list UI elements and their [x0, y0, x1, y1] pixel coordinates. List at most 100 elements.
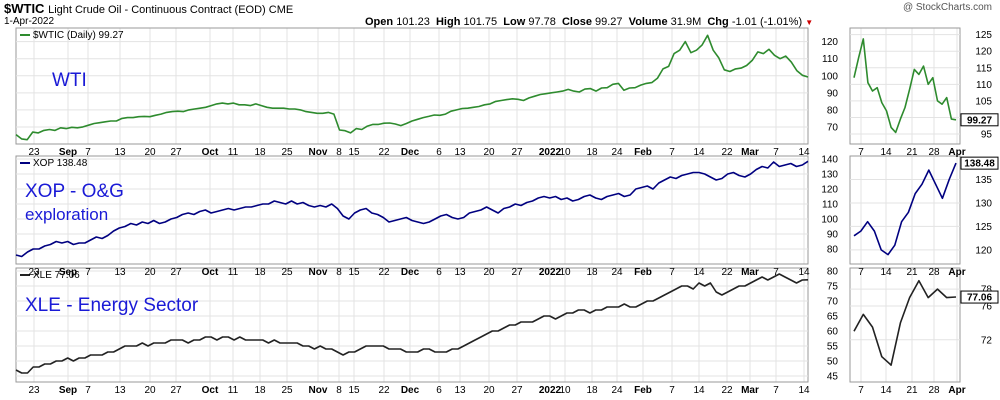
y-tick-label: 130: [821, 170, 838, 181]
x-tick-label: 10: [559, 147, 571, 158]
x-tick-label: 27: [170, 385, 182, 396]
y-tick-label: 100: [821, 215, 838, 226]
y-tick-label: 70: [827, 122, 839, 133]
y-tick-label: 55: [827, 342, 839, 353]
x-tick-label: 14: [798, 385, 810, 396]
x-tick-label: 22: [378, 147, 390, 158]
last-value-badge: [960, 113, 999, 127]
annotation-xop-line1: XOP - O&G: [25, 181, 124, 202]
x-tick-label: 24: [611, 267, 623, 278]
x-tick-label: Sep: [59, 267, 77, 278]
zoom-panel-frame: [849, 155, 961, 265]
x-tick-label: 23: [28, 147, 40, 158]
x-tick-label: Oct: [202, 267, 219, 278]
annotation-wti: WTI: [52, 70, 87, 91]
x-tick-label: 7: [773, 147, 779, 158]
x-tick-label: 24: [611, 385, 623, 396]
x-tick-label: 2022: [539, 267, 562, 278]
zoom-x-tick-label: 21: [906, 147, 918, 158]
zoom-y-tick-label: 76: [981, 302, 993, 313]
x-tick-label: 13: [454, 385, 466, 396]
x-tick-label: 14: [798, 147, 810, 158]
x-tick-label: 6: [436, 267, 442, 278]
x-tick-label: 14: [693, 385, 705, 396]
panel-frame: [15, 27, 809, 145]
x-tick-label: 27: [511, 147, 523, 158]
x-tick-label: 11: [228, 385, 239, 396]
y-tick-label: 90: [827, 88, 839, 99]
x-tick-label: 27: [170, 267, 182, 278]
x-tick-label: 18: [254, 267, 266, 278]
low-value: 97.78: [528, 16, 556, 28]
y-tick-label: 140: [821, 155, 838, 166]
chart-date: 1-Apr-2022: [4, 16, 55, 27]
high-value: 101.75: [463, 16, 498, 28]
x-tick-label: 25: [281, 267, 293, 278]
last-value-label: 99.27: [967, 115, 992, 126]
x-tick-label: 20: [483, 267, 495, 278]
x-tick-label: Feb: [634, 385, 652, 396]
y-tick-label: 90: [827, 230, 839, 241]
y-tick-label: 75: [827, 282, 839, 293]
x-tick-label: 15: [348, 147, 360, 158]
zoom-y-tick-label: 135: [975, 175, 992, 186]
x-tick-label: 18: [586, 147, 598, 158]
x-tick-label: 11: [228, 147, 239, 158]
x-tick-label: 7: [669, 385, 675, 396]
ohlc-readout: Open 101.23 High 101.75 Low 97.78 Close …: [365, 16, 813, 28]
zoom-x-tick-label: 21: [906, 385, 918, 396]
x-tick-label: 22: [378, 385, 390, 396]
y-tick-label: 80: [827, 105, 839, 116]
x-tick-label: 13: [114, 147, 126, 158]
y-tick-label: 80: [827, 267, 839, 278]
x-tick-label: 7: [85, 385, 91, 396]
x-tick-label: 27: [511, 267, 523, 278]
x-tick-label: 7: [669, 147, 675, 158]
x-tick-label: 7: [773, 267, 779, 278]
x-tick-label: 8: [336, 385, 342, 396]
x-tick-label: 22: [378, 267, 390, 278]
x-tick-label: Nov: [309, 147, 328, 158]
x-tick-label: Mar: [741, 385, 759, 396]
zoom-y-tick-label: 110: [976, 80, 992, 91]
x-tick-label: 18: [586, 385, 598, 396]
last-value-badge: [960, 290, 999, 304]
close-value: 99.27: [595, 16, 623, 28]
zoom-y-tick-label: 120: [975, 245, 992, 256]
y-tick-label: 80: [827, 245, 839, 256]
zoom-x-tick-label: 7: [858, 385, 864, 396]
series-line-xle: [15, 273, 809, 374]
x-tick-label: 15: [348, 385, 360, 396]
stockcharts-brand: @ StockCharts.com: [902, 2, 992, 13]
zoom-y-tick-label: 130: [975, 198, 992, 209]
x-tick-label: 7: [85, 267, 91, 278]
x-tick-label: Feb: [634, 267, 652, 278]
open-label: Open: [365, 16, 394, 28]
y-tick-label: 70: [827, 297, 839, 308]
x-tick-label: 14: [798, 267, 810, 278]
close-label: Close: [561, 16, 592, 28]
x-tick-label: 15: [348, 267, 360, 278]
x-tick-label: 8: [336, 267, 342, 278]
x-tick-label: 22: [721, 385, 733, 396]
zoom-y-tick-label: 95: [981, 130, 993, 141]
x-tick-label: 14: [693, 147, 705, 158]
x-tick-label: 13: [454, 267, 466, 278]
symbol-description: Light Crude Oil - Continuous Contract (E…: [48, 4, 294, 16]
x-tick-label: Feb: [634, 147, 652, 158]
annotation-xop-line2: exploration: [25, 205, 108, 224]
y-tick-label: 50: [827, 357, 839, 368]
zoom-panel-frame: [849, 267, 961, 383]
zoom-x-tick-label: 28: [928, 147, 940, 158]
y-tick-label: 100: [821, 71, 838, 82]
series-line-xop: [15, 160, 809, 258]
x-tick-label: Sep: [59, 385, 77, 396]
y-tick-label: 120: [821, 185, 838, 196]
x-tick-label: 20: [483, 147, 495, 158]
x-tick-label: 20: [483, 385, 495, 396]
y-tick-label: 120: [821, 37, 838, 48]
x-tick-label: 25: [281, 385, 293, 396]
x-tick-label: 20: [144, 385, 156, 396]
x-tick-label: 11: [228, 267, 239, 278]
